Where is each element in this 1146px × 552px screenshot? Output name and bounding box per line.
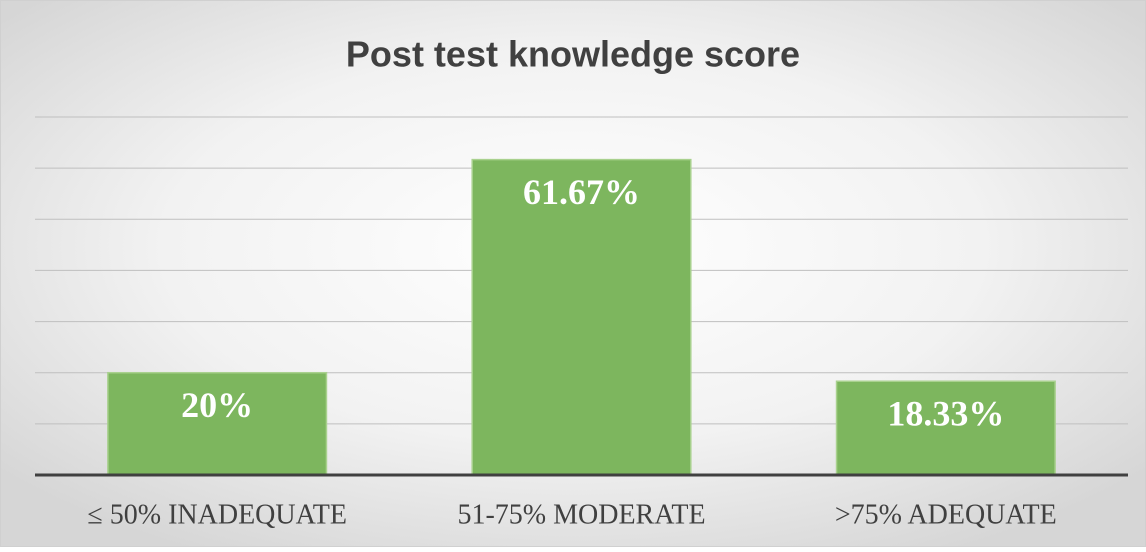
bar [835,380,1056,476]
bar [107,371,328,476]
x-tick-label: 51-75% MODERATE [457,499,705,530]
data-label: 18.33% [887,394,1004,434]
x-tick-label: ≤ 50% INADEQUATE [87,499,347,530]
x-tick-label: >75% ADEQUATE [835,499,1057,530]
chart-title: Post test knowledge score [346,34,800,75]
data-label: 61.67% [523,172,640,212]
bar [471,158,692,476]
data-label: 20% [181,385,253,425]
